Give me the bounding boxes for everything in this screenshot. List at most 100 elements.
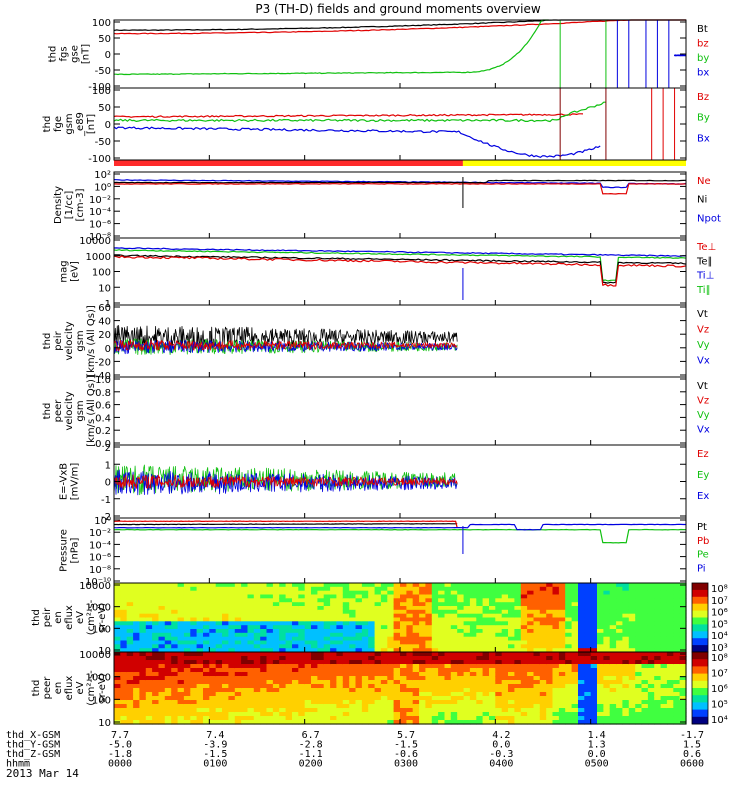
heatmap-cell xyxy=(660,692,668,697)
heatmap-cell xyxy=(539,629,547,634)
heatmap-cell xyxy=(120,668,128,673)
heatmap-cell xyxy=(361,629,369,634)
heatmap-cell xyxy=(438,640,446,645)
heatmap-cell xyxy=(609,708,617,713)
heatmap-cell xyxy=(412,720,420,725)
series-Bx xyxy=(113,126,601,158)
heatmap-cell xyxy=(457,664,465,669)
heatmap-cell xyxy=(565,684,573,689)
heatmap-cell xyxy=(558,716,566,721)
heatmap-cell xyxy=(285,644,293,649)
heatmap-cell xyxy=(152,606,160,611)
heatmap-cell xyxy=(164,648,172,653)
heatmap-cell xyxy=(253,629,261,634)
heatmap-cell xyxy=(469,720,477,725)
heatmap-cell xyxy=(597,684,604,689)
heatmap-cell xyxy=(228,680,236,685)
heatmap-cell xyxy=(654,708,662,713)
heatmap-cell xyxy=(222,664,229,669)
heatmap-cell xyxy=(419,660,427,665)
heatmap-cell xyxy=(298,720,306,725)
heatmap-cell xyxy=(558,609,566,615)
heatmap-cell xyxy=(368,636,376,642)
heatmap-cell xyxy=(666,629,674,634)
heatmap-cell xyxy=(323,621,331,626)
heatmap-cell xyxy=(622,590,630,596)
heatmap-cell xyxy=(457,692,465,697)
heatmap-cell xyxy=(285,712,293,717)
heatmap-cell xyxy=(380,672,388,677)
heatmap-cell xyxy=(647,625,655,630)
heatmap-cell xyxy=(292,613,299,619)
heatmap-cell xyxy=(571,621,579,626)
heatmap-cell xyxy=(539,704,547,709)
heatmap-cell xyxy=(209,609,217,615)
series-Ne xyxy=(113,183,687,195)
heatmap-cell xyxy=(152,664,160,669)
heatmap-cell xyxy=(222,617,229,622)
heatmap-cell xyxy=(489,602,496,607)
heatmap-cell xyxy=(152,594,160,599)
heatmap-cell xyxy=(330,688,338,693)
heatmap-cell xyxy=(355,629,363,634)
heatmap-cell xyxy=(126,648,134,653)
heatmap-cell xyxy=(597,692,604,697)
y-tick-label: 10⁻⁶ xyxy=(89,553,111,564)
heatmap-cell xyxy=(215,656,223,661)
axis-value: -0.6 xyxy=(394,749,418,760)
heatmap-cell xyxy=(387,696,395,701)
heatmap-cell xyxy=(171,700,179,705)
heatmap-cell xyxy=(164,613,172,619)
heatmap-cell xyxy=(203,664,210,669)
heatmap-cell xyxy=(323,696,331,701)
heatmap-cell xyxy=(317,606,325,611)
heatmap-cell xyxy=(298,632,306,638)
heatmap-cell xyxy=(349,652,357,657)
heatmap-cell xyxy=(476,712,484,717)
heatmap-cell xyxy=(584,632,592,638)
heatmap-cell xyxy=(654,688,662,693)
heatmap-cell xyxy=(260,644,268,649)
heatmap-cell xyxy=(673,648,681,653)
heatmap-cell xyxy=(368,640,376,645)
heatmap-cell xyxy=(400,656,407,661)
heatmap-cell xyxy=(292,606,299,611)
heatmap-cell xyxy=(546,613,554,619)
heatmap-cell xyxy=(450,602,458,607)
heatmap-cell xyxy=(247,636,255,642)
heatmap-cell xyxy=(292,617,299,622)
heatmap-cell xyxy=(158,656,166,661)
heatmap-cell xyxy=(527,712,535,717)
heatmap-cell xyxy=(489,644,496,649)
heatmap-cell xyxy=(552,668,560,673)
heatmap-cell xyxy=(158,676,166,681)
heatmap-cell xyxy=(660,668,668,673)
heatmap-cell xyxy=(654,617,662,622)
heatmap-cell xyxy=(647,688,655,693)
heatmap-cell xyxy=(355,696,363,701)
heatmap-cell xyxy=(578,632,585,638)
heatmap-cell xyxy=(393,672,401,677)
heatmap-cell xyxy=(114,590,121,596)
y-axis-label: thd xyxy=(42,116,53,133)
heatmap-cell xyxy=(190,586,198,592)
heatmap-cell xyxy=(126,672,134,677)
heatmap-cell xyxy=(628,606,636,611)
heatmap-cell xyxy=(419,644,427,649)
heatmap-cell xyxy=(527,640,535,645)
heatmap-cell xyxy=(673,644,681,649)
heatmap-cell xyxy=(330,617,338,622)
y-axis-label: [nPa] xyxy=(70,537,81,563)
y-tick-label: 0 xyxy=(105,120,111,131)
heatmap-cell xyxy=(228,648,236,653)
heatmap-cell xyxy=(552,712,560,717)
heatmap-cell xyxy=(597,594,604,599)
heatmap-cell xyxy=(342,680,350,685)
heatmap-cell xyxy=(412,676,420,681)
heatmap-cell xyxy=(241,664,249,669)
heatmap-cell xyxy=(311,668,318,673)
y-axis-label: mag xyxy=(59,260,70,282)
heatmap-cell xyxy=(380,712,388,717)
heatmap-cell xyxy=(177,664,185,669)
